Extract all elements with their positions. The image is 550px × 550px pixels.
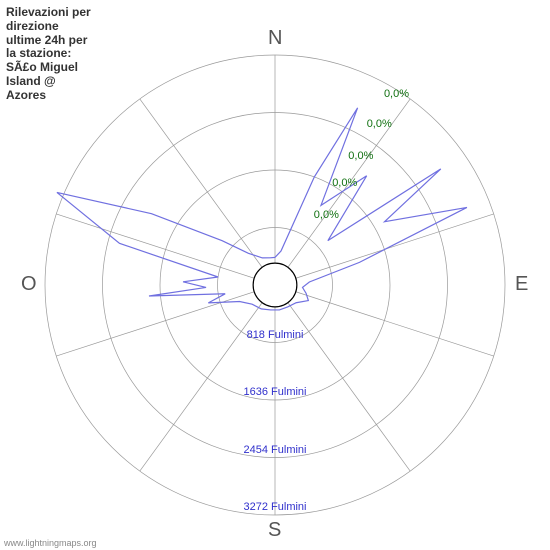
cardinal-s: S: [268, 519, 281, 542]
ring-label: 3272 Fulmini: [244, 501, 307, 513]
pct-label: 0,0%: [367, 118, 392, 130]
footer-credit: www.lightningmaps.org: [4, 538, 97, 548]
ring-label: 1636 Fulmini: [244, 386, 307, 398]
cardinal-e: E: [515, 273, 528, 296]
chart-title: Rilevazioni perdirezioneultime 24h perla…: [6, 6, 116, 103]
center-hole: [253, 263, 297, 307]
pct-label: 0,0%: [332, 177, 357, 189]
ring-label: 818 Fulmini: [247, 329, 304, 341]
pct-label: 0,0%: [314, 209, 339, 221]
pct-label: 0,0%: [348, 150, 373, 162]
cardinal-n: N: [268, 27, 282, 50]
ring-label: 2454 Fulmini: [244, 444, 307, 456]
pct-label: 0,0%: [384, 88, 409, 100]
cardinal-w: O: [21, 273, 37, 296]
